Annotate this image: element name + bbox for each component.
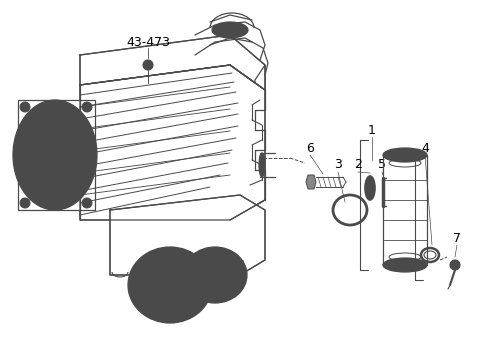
Polygon shape [255,65,265,100]
Ellipse shape [82,102,92,112]
Ellipse shape [450,260,460,270]
Text: 43-473: 43-473 [126,35,170,49]
Ellipse shape [128,247,212,323]
Text: 1: 1 [368,123,376,136]
Text: 6: 6 [306,142,314,154]
Text: 5: 5 [378,158,386,172]
Ellipse shape [383,148,427,162]
Text: 7: 7 [453,232,461,245]
Polygon shape [110,195,265,275]
Ellipse shape [383,258,427,272]
Text: 4: 4 [421,142,429,154]
Ellipse shape [259,153,265,177]
Ellipse shape [13,100,97,210]
Ellipse shape [82,198,92,208]
Ellipse shape [143,60,153,70]
Ellipse shape [154,271,186,299]
Text: 3: 3 [334,158,342,172]
Polygon shape [306,175,316,189]
Polygon shape [80,35,265,90]
Ellipse shape [20,198,30,208]
Polygon shape [18,100,95,210]
Ellipse shape [365,176,375,200]
Ellipse shape [183,247,247,303]
Ellipse shape [33,125,77,185]
Text: 2: 2 [354,158,362,172]
Ellipse shape [47,144,63,166]
Ellipse shape [20,102,30,112]
Polygon shape [80,65,265,220]
Ellipse shape [212,22,248,38]
